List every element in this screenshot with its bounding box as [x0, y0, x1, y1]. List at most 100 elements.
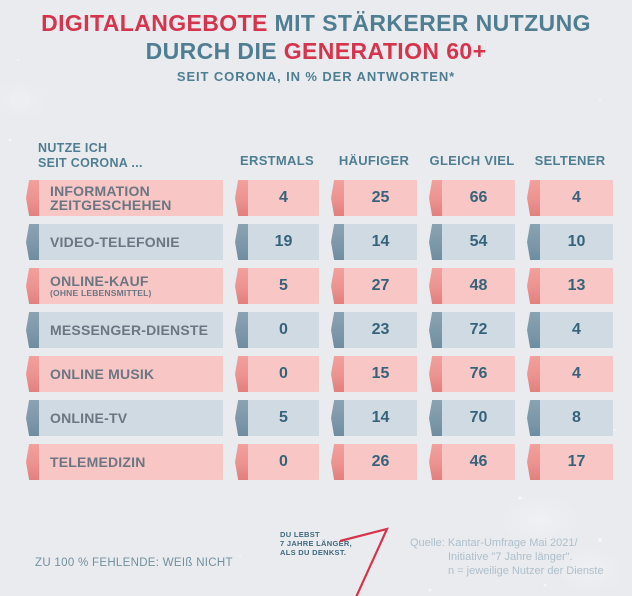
value-cell-seltener: 8	[527, 400, 613, 436]
row-label-bar: TELEMEDIZIN	[26, 444, 223, 480]
value-cell-erstmals: 5	[235, 268, 319, 304]
row-label: MESSENGER-DIENSTE	[50, 321, 209, 338]
row-header-line2: SEIT CORONA ...	[38, 156, 143, 170]
cell-value: 54	[469, 233, 488, 250]
ribbon-fold-icon	[235, 180, 248, 216]
title-accent-1: DIGITALANGEBOTE	[41, 10, 268, 36]
cell-value: 0	[279, 365, 288, 382]
cell-value: 10	[567, 233, 586, 250]
column-header-gleichviel: GLEICH VIEL	[429, 153, 515, 168]
ribbon-fold-icon	[331, 180, 344, 216]
title-rest-1: MIT STÄRKERER NUTZUNG	[267, 10, 591, 36]
table-header-row: NUTZE ICH SEIT CORONA ... ERSTMALS HÄUFI…	[26, 137, 613, 171]
row-label-bar: ONLINE MUSIK	[26, 356, 223, 392]
table-body: INFORMATION ZEITGESCHEHEN 4 25 66 4	[26, 180, 613, 480]
row-label-body: TELEMEDIZIN	[39, 444, 223, 480]
value-cell-haeufiger: 26	[331, 444, 417, 480]
ribbon-fold-icon	[429, 224, 442, 260]
ribbon-fold-icon	[331, 356, 344, 392]
row-label-bar: MESSENGER-DIENSTE	[26, 312, 223, 348]
value-cell-seltener: 10	[527, 224, 613, 260]
ribbon-fold-icon	[235, 268, 248, 304]
cell-value: 14	[371, 409, 390, 426]
value-cell-erstmals: 0	[235, 444, 319, 480]
ribbon-fold-icon	[26, 224, 39, 260]
ribbon-fold-icon	[331, 400, 344, 436]
cell-value: 19	[274, 233, 293, 250]
row-label-body: INFORMATION ZEITGESCHEHEN	[39, 180, 223, 216]
value-cell-haeufiger: 23	[331, 312, 417, 348]
row-label-bar: INFORMATION ZEITGESCHEHEN	[26, 180, 223, 216]
column-header-seltener: SELTENER	[534, 153, 606, 168]
value-cell-gleichviel: 48	[429, 268, 515, 304]
ribbon-fold-icon	[527, 312, 540, 348]
ribbon-fold-icon	[429, 312, 442, 348]
column-header-haeufiger: HÄUFIGER	[338, 153, 410, 168]
ribbon-fold-icon	[26, 400, 39, 436]
value-cell-gleichviel: 54	[429, 224, 515, 260]
ribbon-fold-icon	[429, 356, 442, 392]
ribbon-fold-icon	[527, 400, 540, 436]
value-cell-haeufiger: 14	[331, 224, 417, 260]
ribbon-fold-icon	[527, 356, 540, 392]
ribbon-fold-icon	[331, 444, 344, 480]
row-label-body: ONLINE MUSIK	[39, 356, 223, 392]
ribbon-fold-icon	[527, 180, 540, 216]
value-cell-gleichviel: 76	[429, 356, 515, 392]
initiative-logo: DU LEBST 7 JAHRE LÄNGER, ALS DU DENKST.	[280, 530, 400, 557]
table-row: INFORMATION ZEITGESCHEHEN 4 25 66 4	[26, 180, 613, 216]
ribbon-fold-icon	[26, 356, 39, 392]
page-title-line2: DURCH DIE GENERATION 60+	[0, 37, 632, 65]
ribbon-fold-icon	[429, 268, 442, 304]
row-label-body: VIDEO-TELEFONIE	[39, 224, 223, 260]
cell-value: 0	[279, 321, 288, 338]
page-subtitle: SEIT CORONA, IN % DER ANTWORTEN*	[176, 69, 456, 84]
value-cell-seltener: 4	[527, 180, 613, 216]
cell-value: 4	[279, 189, 288, 206]
row-label-body: ONLINE-TV	[39, 400, 223, 436]
cell-value: 23	[371, 321, 390, 338]
row-label-body: MESSENGER-DIENSTE	[39, 312, 223, 348]
ribbon-fold-icon	[26, 444, 39, 480]
cell-value: 66	[469, 189, 488, 206]
cell-value: 4	[572, 321, 581, 338]
source-line1: Quelle: Kantar-Umfrage Mai 2021/	[410, 537, 578, 549]
cell-value: 15	[371, 365, 390, 382]
cell-value: 5	[279, 277, 288, 294]
cell-value: 13	[567, 277, 586, 294]
logo-line2: 7 JAHRE LÄNGER,	[280, 539, 353, 548]
ribbon-fold-icon	[331, 268, 344, 304]
ribbon-fold-icon	[429, 444, 442, 480]
row-label: TELEMEDIZIN	[50, 453, 146, 470]
source-credit: Quelle: Kantar-Umfrage Mai 2021/ Initiat…	[410, 536, 630, 578]
title-block: DIGITALANGEBOTE MIT STÄRKERER NUTZUNG DU…	[0, 9, 632, 84]
table-row: MESSENGER-DIENSTE 0 23 72 4	[26, 312, 613, 348]
ribbon-fold-icon	[26, 268, 39, 304]
value-cell-haeufiger: 27	[331, 268, 417, 304]
row-header-label: NUTZE ICH SEIT CORONA ...	[26, 141, 223, 171]
row-label-bar: ONLINE-KAUF (OHNE LEBENSMITTEL)	[26, 268, 223, 304]
table-row: ONLINE-TV 5 14 70 8	[26, 400, 613, 436]
ribbon-fold-icon	[331, 224, 344, 260]
source-line3: n = jeweilige Nutzer der Dienste	[448, 565, 604, 577]
cell-value: 25	[371, 189, 390, 206]
value-cell-erstmals: 0	[235, 356, 319, 392]
cell-value: 48	[469, 277, 488, 294]
value-cell-gleichviel: 46	[429, 444, 515, 480]
row-label-body: ONLINE-KAUF (OHNE LEBENSMITTEL)	[39, 268, 223, 304]
cell-value: 76	[469, 365, 488, 382]
ribbon-fold-icon	[527, 268, 540, 304]
cell-value: 14	[371, 233, 390, 250]
value-cell-seltener: 13	[527, 268, 613, 304]
logo-line1: DU LEBST	[280, 530, 320, 539]
ribbon-fold-icon	[235, 444, 248, 480]
row-label: INFORMATION ZEITGESCHEHEN	[50, 182, 172, 213]
value-cell-gleichviel: 66	[429, 180, 515, 216]
cell-value: 4	[572, 189, 581, 206]
source-line2: Initiative "7 Jahre länger".	[448, 551, 573, 563]
value-cell-seltener: 17	[527, 444, 613, 480]
ribbon-fold-icon	[235, 224, 248, 260]
cell-value: 0	[279, 453, 288, 470]
row-label: ONLINE-TV	[50, 409, 128, 426]
value-cell-erstmals: 5	[235, 400, 319, 436]
